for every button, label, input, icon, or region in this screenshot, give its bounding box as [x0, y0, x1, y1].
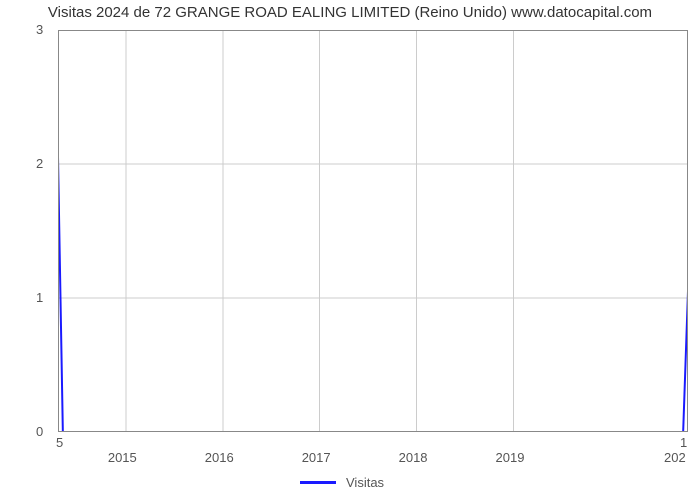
chart-title: Visitas 2024 de 72 GRANGE ROAD EALING LI… [0, 4, 700, 21]
y-tick-2: 2 [36, 156, 43, 171]
plot-area [58, 30, 688, 432]
y-tick-0: 0 [36, 424, 43, 439]
legend: Visitas [300, 475, 384, 490]
x-tick-right: 202 [664, 450, 686, 465]
series-line [58, 157, 688, 432]
x-tick-3: 2018 [399, 450, 428, 465]
x-extra-left: 5 [56, 435, 63, 450]
gridlines [58, 30, 688, 432]
y-tick-1: 1 [36, 290, 43, 305]
legend-swatch [300, 481, 336, 484]
y-tick-3: 3 [36, 22, 43, 37]
legend-label: Visitas [346, 475, 384, 490]
x-tick-4: 2019 [496, 450, 525, 465]
chart-container: Visitas 2024 de 72 GRANGE ROAD EALING LI… [0, 0, 700, 500]
x-tick-1: 2016 [205, 450, 234, 465]
x-tick-0: 2015 [108, 450, 137, 465]
plot-border [59, 31, 688, 432]
x-extra-right: 1 [680, 435, 687, 450]
x-tick-2: 2017 [302, 450, 331, 465]
